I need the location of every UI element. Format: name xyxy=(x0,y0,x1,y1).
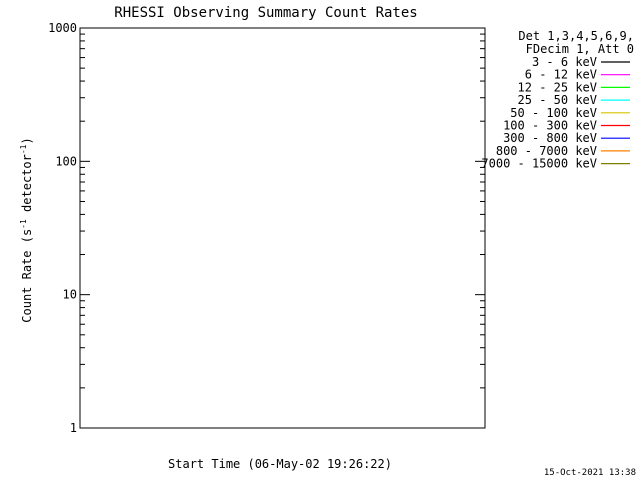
legend-title-1: Det 1,3,4,5,6,9, xyxy=(518,29,634,43)
y-tick-label: 100 xyxy=(55,154,77,168)
y-axis: 1 10 100 1000 xyxy=(48,21,485,435)
chart-title: RHESSI Observing Summary Count Rates xyxy=(114,5,417,21)
x-axis-label: Start Time (06-May-02 19:26:22) xyxy=(168,457,392,471)
legend-label-25-50-kev: 25 - 50 keV xyxy=(518,93,597,107)
y-tick-label: 1 xyxy=(70,421,77,435)
y-tick-label: 10 xyxy=(63,288,77,302)
legend-label-300-800-kev: 300 - 800 keV xyxy=(503,131,597,145)
legend-label-6-12-kev: 6 - 12 keV xyxy=(525,68,597,82)
legend-label-800-7000-kev: 800 - 7000 keV xyxy=(496,144,597,158)
y-axis-label: Count Rate (s-1 detector-1) xyxy=(19,137,34,322)
legend-title-2: FDecim 1, Att 0 xyxy=(526,42,634,56)
legend-label-7000-15000-kev: 7000 - 15000 keV xyxy=(481,157,597,171)
legend-label-12-25-kev: 12 - 25 keV xyxy=(518,80,597,94)
y-axis-label-mid: detector xyxy=(20,154,34,219)
y-tick-label: 1000 xyxy=(48,21,77,35)
y-axis-label-sup2: -1 xyxy=(19,144,28,154)
y-axis-label-end: ) xyxy=(20,137,34,144)
y-axis-label-main: Count Rate (s xyxy=(20,229,34,323)
plot-frame xyxy=(79,27,486,429)
legend-label-50-100-kev: 50 - 100 keV xyxy=(510,106,597,120)
y-axis-label-sup1: -1 xyxy=(19,219,28,229)
legend-label-3-6-kev: 3 - 6 keV xyxy=(532,55,597,69)
date-stamp: 15-Oct-2021 13:38 xyxy=(544,468,636,478)
legend-label-100-300-kev: 100 - 300 keV xyxy=(503,119,597,133)
legend: Det 1,3,4,5,6,9, FDecim 1, Att 0 3 - 6 k… xyxy=(481,29,634,171)
